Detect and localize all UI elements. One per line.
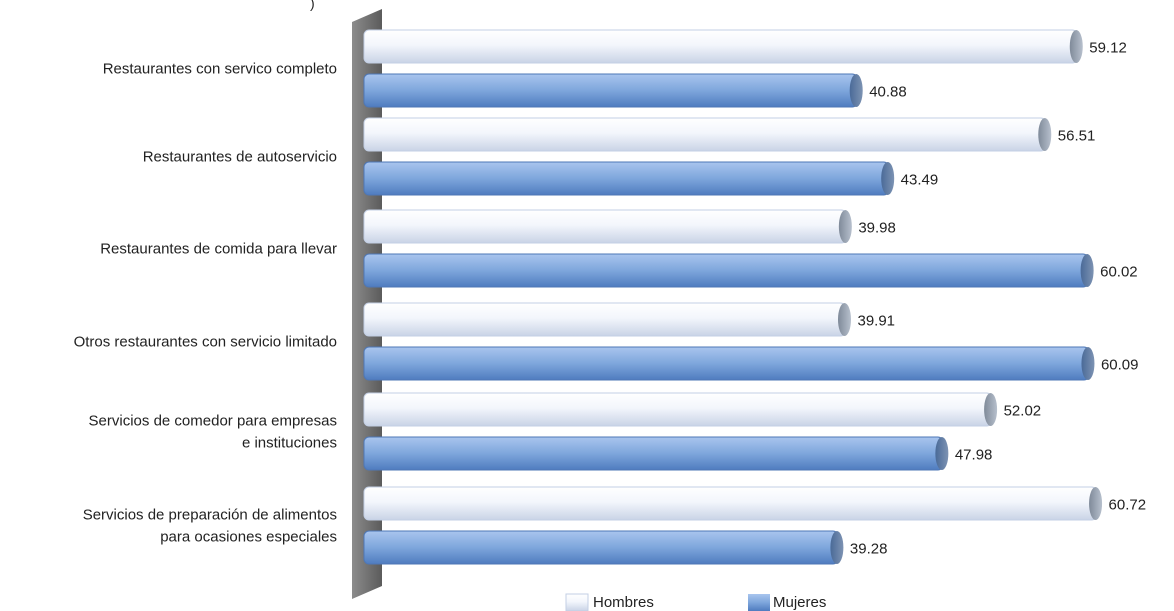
bar-end-cap-hombres	[1069, 30, 1083, 63]
bar-hombres	[363, 29, 1078, 64]
legend-label-hombres: Hombres	[593, 594, 654, 611]
category-label: Restaurantes de comida para llevar	[100, 241, 337, 258]
bar-end-cap-hombres	[1038, 118, 1052, 151]
bars	[363, 29, 1103, 565]
value-label-hombres: 39.91	[857, 313, 895, 330]
category-label: Restaurantes con servico completo	[103, 61, 337, 78]
bar-end-cap-mujeres	[1081, 347, 1095, 380]
bar-hombres	[363, 486, 1098, 521]
value-label-mujeres: 60.02	[1100, 264, 1138, 281]
legend-item-mujeres: Mujeres	[748, 594, 826, 611]
category-label: Servicios de comedor para empresas	[89, 413, 337, 430]
value-label-hombres: 52.02	[1004, 403, 1042, 420]
category-label: Restaurantes de autoservicio	[143, 149, 337, 166]
legend-swatch-mujeres	[748, 594, 770, 611]
category-label: Servicios de preparación de alimentos	[83, 507, 337, 524]
top-note: )	[310, 0, 315, 11]
bar-end-cap-hombres	[984, 393, 998, 426]
bar-hombres	[363, 117, 1047, 152]
value-label-hombres: 56.51	[1058, 128, 1096, 145]
value-label-mujeres: 60.09	[1101, 357, 1139, 374]
bar-end-cap-mujeres	[935, 437, 949, 470]
category-label: e instituciones	[242, 435, 337, 452]
bar-mujeres	[363, 436, 944, 471]
bar-end-cap-hombres	[837, 303, 851, 336]
value-label-mujeres: 43.49	[901, 172, 939, 189]
legend-item-hombres: Hombres	[565, 593, 654, 611]
value-label-hombres: 60.72	[1109, 497, 1147, 514]
value-labels: 59.12 40.88 56.51 43.49 39.98 60.02 39.91 60.09…	[850, 40, 1146, 558]
bar-mujeres	[363, 73, 858, 108]
bar-end-cap-mujeres	[881, 162, 895, 195]
category-labels: Restaurantes con servico completo Restaur…	[74, 61, 337, 546]
bar-mujeres	[363, 346, 1090, 381]
legend-label-mujeres: Mujeres	[773, 594, 826, 611]
bar-mujeres	[363, 161, 890, 196]
bar-mujeres	[363, 530, 839, 565]
category-label: para ocasiones especiales	[160, 529, 337, 546]
category-label: Otros restaurantes con servicio limitado	[74, 334, 337, 351]
bar-mujeres	[363, 253, 1089, 288]
value-label-mujeres: 39.28	[850, 541, 888, 558]
bar-end-cap-hombres	[838, 210, 852, 243]
legend-swatch-hombres	[565, 593, 589, 611]
bar-end-cap-hombres	[1089, 487, 1103, 520]
bar-hombres	[363, 209, 847, 244]
value-label-hombres: 59.12	[1089, 40, 1127, 57]
bar-hombres	[363, 392, 993, 427]
legend: Hombres Mujeres	[565, 593, 826, 611]
value-label-mujeres: 47.98	[955, 447, 993, 464]
value-label-hombres: 39.98	[858, 220, 896, 237]
bar-end-cap-mujeres	[849, 74, 863, 107]
bar-end-cap-mujeres	[830, 531, 844, 564]
value-label-mujeres: 40.88	[869, 84, 907, 101]
bar-hombres	[363, 302, 846, 337]
bar-end-cap-mujeres	[1080, 254, 1094, 287]
